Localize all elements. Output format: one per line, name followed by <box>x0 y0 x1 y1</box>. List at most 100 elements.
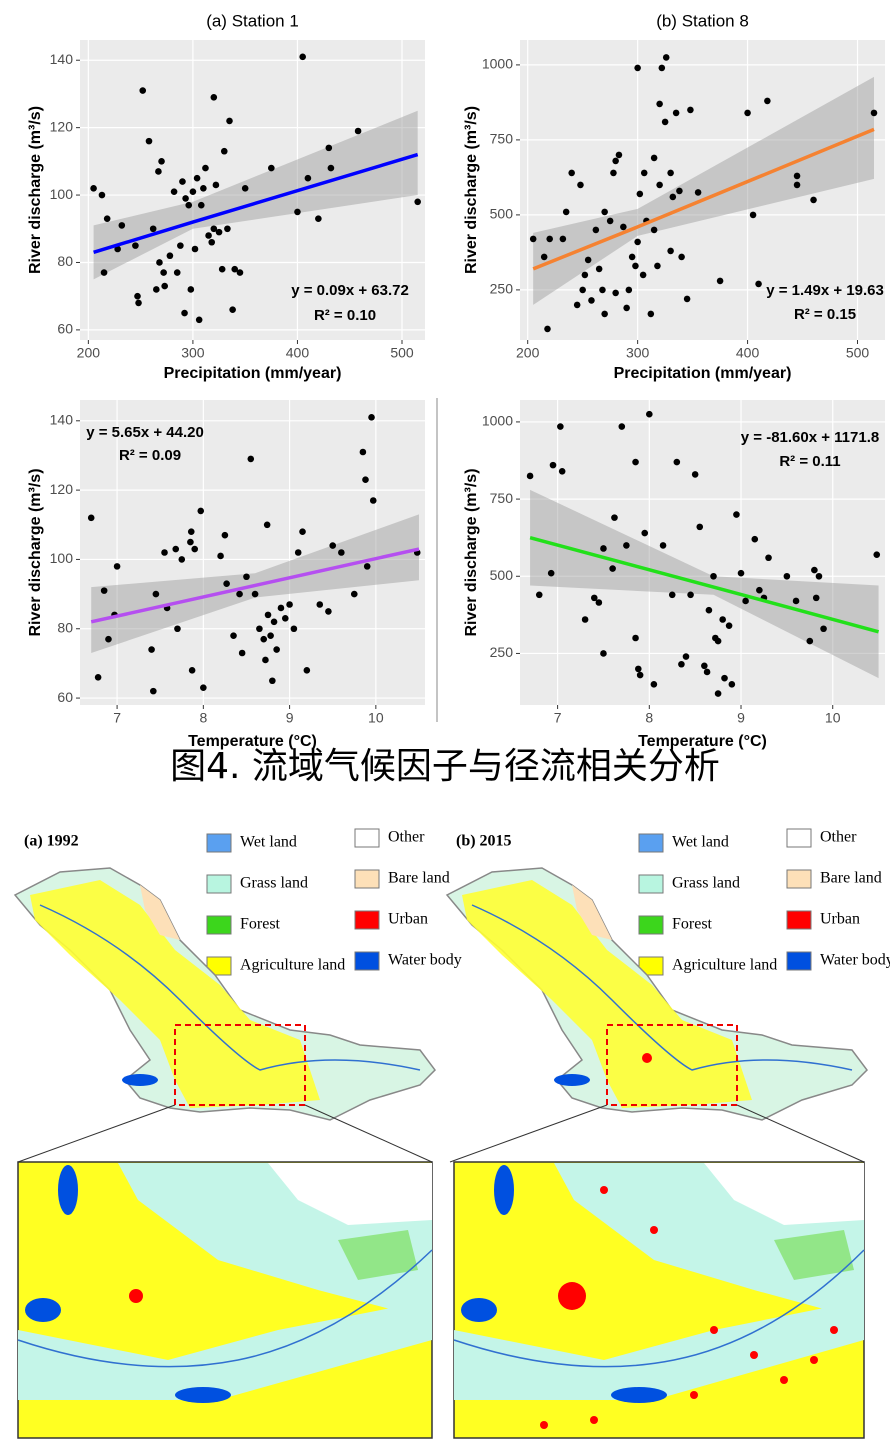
data-point <box>609 565 616 572</box>
urban-spot <box>750 1351 758 1359</box>
data-point <box>132 242 139 249</box>
data-point <box>262 657 269 664</box>
data-point <box>637 672 644 679</box>
legend-label: Water body <box>820 952 890 969</box>
data-point <box>185 202 192 209</box>
data-point <box>200 185 207 192</box>
data-point <box>632 635 639 642</box>
urban-spot <box>642 1053 652 1063</box>
data-point <box>563 209 570 216</box>
data-point <box>174 625 181 632</box>
legend-label: Agriculture land <box>240 957 345 974</box>
chart-title: (a) Station 1 <box>206 11 299 30</box>
x-axis-label: Precipitation (mm/year) <box>164 365 342 382</box>
data-point <box>764 98 771 105</box>
legend-label: Forest <box>240 916 281 933</box>
data-point <box>211 94 218 101</box>
data-point <box>651 681 658 688</box>
y-tick-label: 120 <box>50 481 74 497</box>
data-point <box>160 269 167 276</box>
data-point <box>546 236 553 243</box>
legend-swatch <box>787 952 811 970</box>
data-point <box>190 188 197 195</box>
data-point <box>252 591 259 598</box>
annotation: R² = 0.11 <box>779 453 840 470</box>
urban-spot <box>650 1226 658 1234</box>
data-point <box>325 608 332 615</box>
data-point <box>641 170 648 177</box>
data-point <box>156 259 163 266</box>
urban-spot <box>540 1421 548 1429</box>
data-point <box>632 459 639 466</box>
data-point <box>744 110 751 117</box>
data-point <box>99 192 106 199</box>
data-point <box>717 278 724 285</box>
legend-swatch <box>639 834 663 852</box>
data-point <box>599 287 606 294</box>
data-point <box>179 178 186 185</box>
data-point <box>536 591 543 598</box>
data-point <box>355 128 362 135</box>
legend-swatch <box>207 916 231 934</box>
data-point <box>286 601 293 608</box>
y-tick-label: 140 <box>50 51 74 67</box>
lake <box>611 1387 667 1403</box>
data-point <box>196 316 203 323</box>
lake <box>25 1298 61 1322</box>
data-point <box>610 170 617 177</box>
legend-label: Agriculture land <box>672 957 777 974</box>
data-point <box>620 224 627 231</box>
data-point <box>219 266 226 273</box>
data-point <box>715 638 722 645</box>
data-point <box>278 605 285 612</box>
annotation: y = 5.65x + 44.20 <box>86 424 204 441</box>
data-point <box>243 573 250 580</box>
data-point <box>364 563 371 570</box>
x-axis-label: Precipitation (mm/year) <box>614 365 792 382</box>
data-point <box>161 549 168 556</box>
data-point <box>188 528 195 535</box>
data-point <box>611 514 618 521</box>
data-point <box>632 263 639 270</box>
data-point <box>153 286 160 293</box>
data-point <box>544 326 551 333</box>
data-point <box>192 246 199 253</box>
data-point <box>623 305 630 312</box>
data-point <box>612 158 619 165</box>
urban-spot <box>690 1391 698 1399</box>
data-point <box>548 570 555 577</box>
data-point <box>600 650 607 657</box>
legend-label: Wet land <box>672 834 729 851</box>
y-tick-label: 750 <box>490 490 514 506</box>
data-point <box>626 287 633 294</box>
maps: (a) 1992Wet landGrass landForestAgricult… <box>15 829 890 1438</box>
data-point <box>295 549 302 556</box>
data-point <box>187 539 194 546</box>
x-tick-label: 10 <box>825 710 841 726</box>
data-point <box>198 202 205 209</box>
data-point <box>755 281 762 288</box>
data-point <box>596 266 603 273</box>
y-axis-label: River discharge (m³/s) <box>463 468 480 636</box>
data-point <box>155 168 162 175</box>
data-point <box>673 110 680 117</box>
data-point <box>242 185 249 192</box>
data-point <box>641 530 648 537</box>
data-point <box>637 191 644 198</box>
zoom-connector <box>18 1105 175 1162</box>
y-tick-label: 500 <box>490 567 514 583</box>
legend-swatch <box>787 870 811 888</box>
data-point <box>264 521 271 528</box>
data-point <box>222 532 229 539</box>
data-point <box>104 215 111 222</box>
data-point <box>150 688 157 695</box>
data-point <box>230 632 237 639</box>
y-tick-label: 80 <box>57 253 73 269</box>
data-point <box>208 239 215 246</box>
data-point <box>784 573 791 580</box>
data-point <box>701 662 708 669</box>
y-tick-label: 1000 <box>482 413 513 429</box>
data-point <box>181 310 188 317</box>
data-point <box>299 54 306 61</box>
data-point <box>635 666 642 673</box>
